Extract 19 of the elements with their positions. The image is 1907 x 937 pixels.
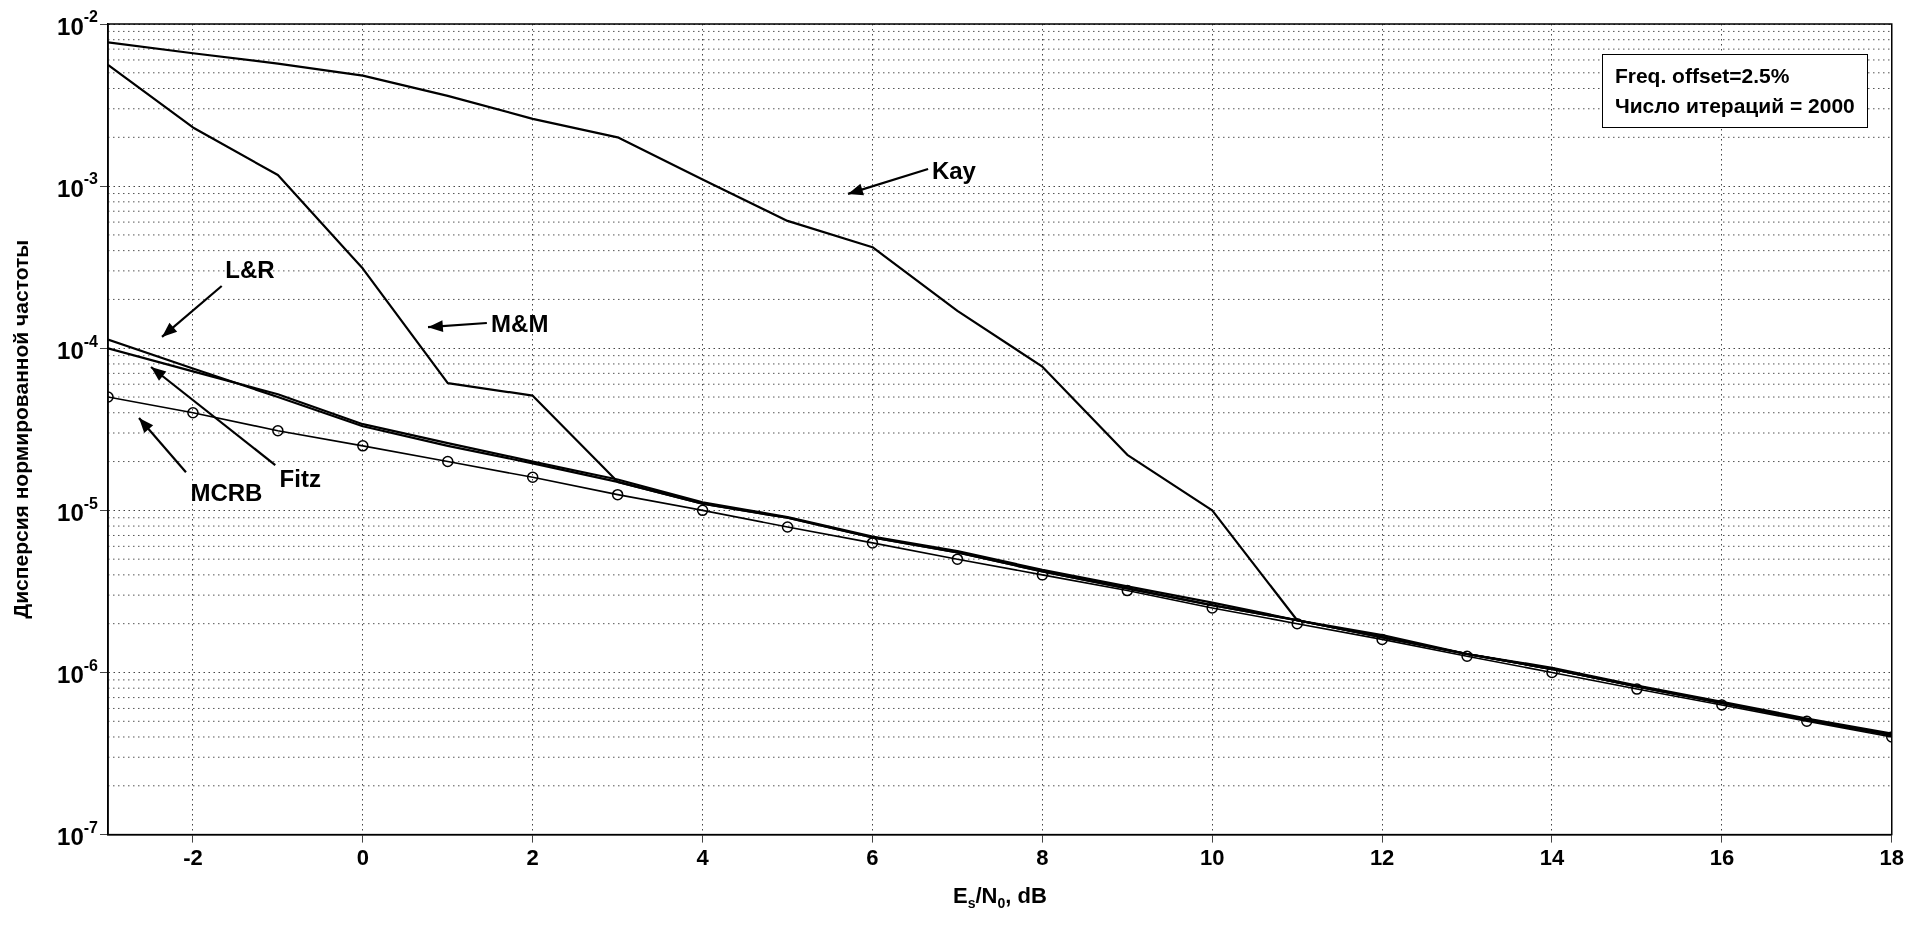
x-tick-label: 16	[1709, 844, 1735, 870]
x-tick-label: 18	[1879, 844, 1905, 870]
annotation: Fitz	[279, 464, 321, 492]
x-tick-label: 0	[356, 844, 369, 870]
x-tick-label: 6	[866, 844, 879, 870]
x-tick-label: 14	[1539, 844, 1565, 870]
annotation: Freq. offset=2.5%	[1614, 63, 1791, 89]
annotation: Kay	[931, 157, 977, 185]
x-tick-label: -2	[183, 844, 203, 870]
y-axis-title: Дисперсия нормированной частоты	[8, 239, 32, 619]
annotation: M&M	[491, 309, 549, 337]
annotation: L&R	[225, 256, 275, 284]
x-tick-label: 10	[1199, 844, 1225, 870]
x-tick-label: 8	[1036, 844, 1049, 870]
x-tick-label: 12	[1369, 844, 1395, 870]
annotation: Число итераций = 2000	[1614, 93, 1855, 119]
annotation: MCRB	[190, 478, 263, 506]
x-tick-label: 4	[696, 844, 710, 870]
x-tick-label: 2	[526, 844, 539, 870]
